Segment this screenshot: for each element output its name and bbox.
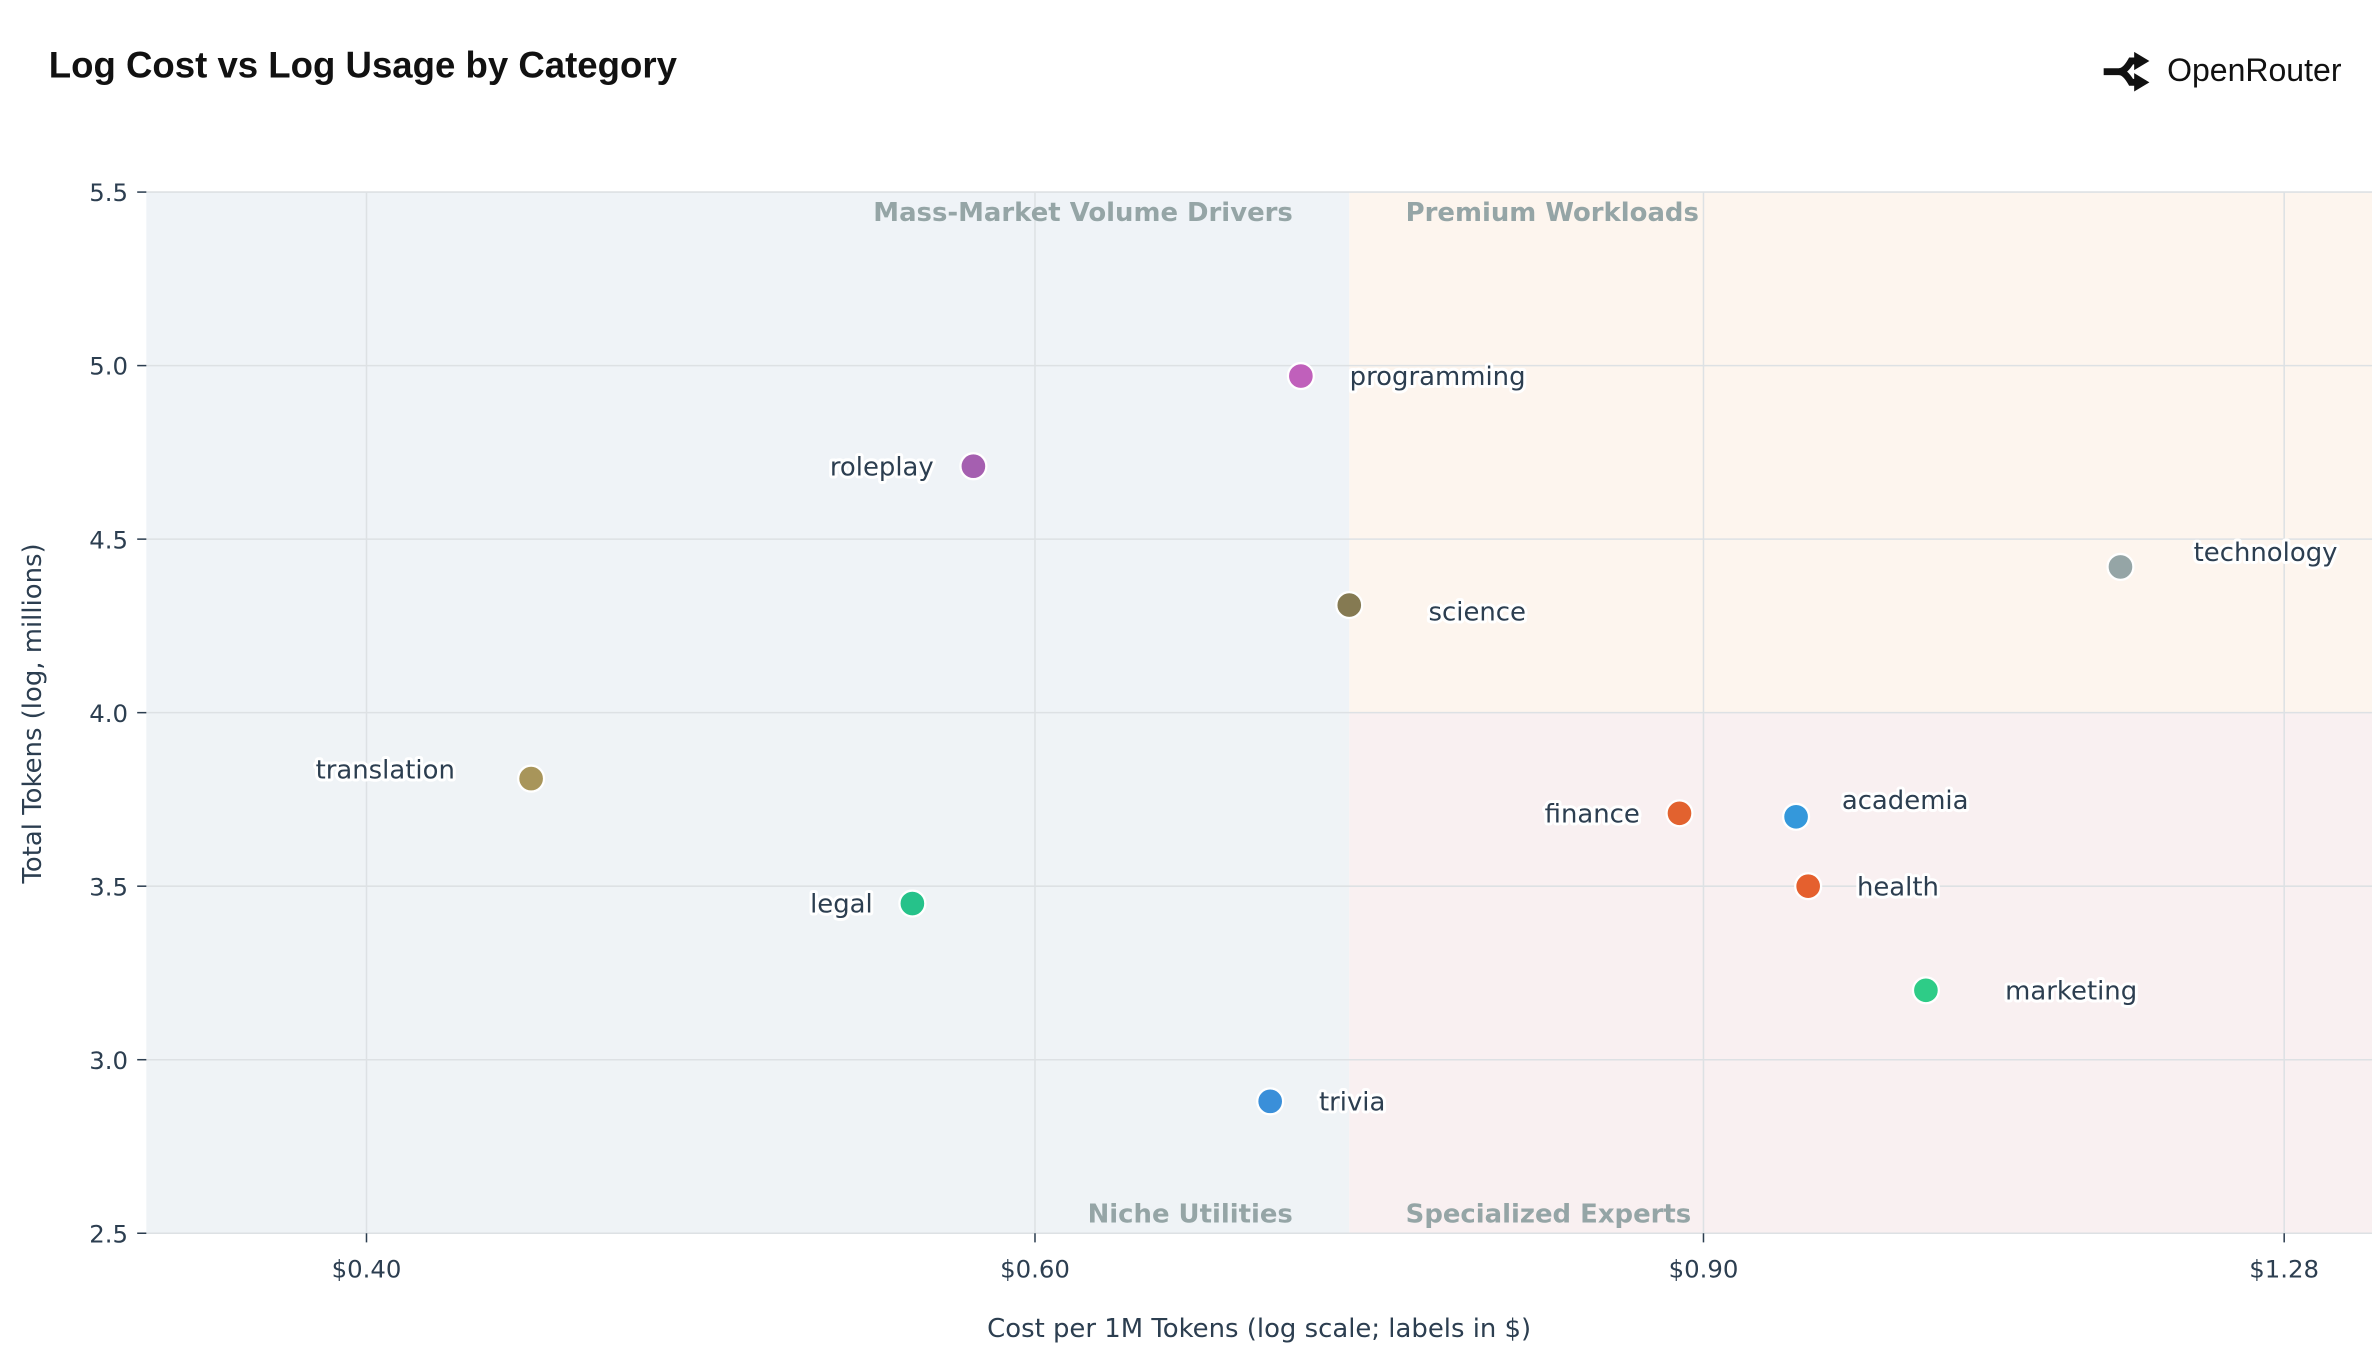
data-label-finance: finance	[1545, 799, 1640, 829]
data-point-legal	[898, 889, 927, 918]
quadrant-label: Niche Utilities	[1088, 1200, 1293, 1230]
data-label-programming: programming	[1350, 362, 1526, 392]
data-point-translation	[517, 764, 546, 793]
data-point-science	[1335, 590, 1364, 620]
quadrant-bottom-left	[146, 712, 1350, 1234]
y-tick-label: 4.5	[89, 525, 128, 554]
quadrant-label: Premium Workloads	[1406, 198, 1699, 228]
quadrant-bottom-right	[1349, 712, 2372, 1234]
y-tick-label: 5.0	[89, 352, 128, 381]
data-label-health: health	[1857, 872, 1939, 902]
y-axis-label: Total Tokens (log, millions)	[18, 543, 48, 884]
y-tick-label: 4.0	[89, 699, 128, 728]
data-point-marketing	[1911, 976, 1941, 1005]
quadrant-label: Mass-Market Volume Drivers	[873, 198, 1293, 228]
y-tick-label: 3.5	[89, 872, 128, 901]
brand-name: OpenRouter	[2167, 53, 2342, 89]
x-axis-label: Cost per 1M Tokens (log scale; labels in…	[987, 1314, 1531, 1344]
quadrant-top-left	[146, 192, 1350, 713]
x-tick-label: $0.40	[332, 1254, 402, 1283]
data-point-health	[1794, 872, 1823, 901]
quadrant-label: Specialized Experts	[1406, 1200, 1692, 1230]
data-point-roleplay	[959, 452, 988, 481]
data-label-marketing: marketing	[2005, 976, 2137, 1006]
y-tick-label: 5.5	[89, 178, 128, 207]
data-point-trivia	[1256, 1087, 1285, 1116]
openrouter-logo-icon	[2103, 51, 2149, 92]
data-label-science: science	[1429, 597, 1526, 627]
data-point-finance	[1665, 799, 1694, 828]
data-point-academia	[1781, 802, 1811, 831]
data-label-trivia: trivia	[1319, 1088, 1385, 1118]
data-point-programming	[1286, 361, 1315, 391]
x-tick-label: $1.28	[2249, 1254, 2319, 1283]
data-label-academia: academia	[1842, 786, 1969, 816]
data-label-technology: technology	[2194, 538, 2338, 568]
data-label-roleplay: roleplay	[830, 452, 934, 482]
x-tick-label: $0.60	[1000, 1254, 1070, 1283]
chart-title: Log Cost vs Log Usage by Category	[48, 45, 677, 87]
y-tick-label: 3.0	[89, 1046, 128, 1075]
x-tick-label: $0.90	[1669, 1254, 1739, 1283]
quadrant-top-right	[1349, 192, 2372, 713]
data-label-legal: legal	[810, 890, 873, 920]
data-point-technology	[2106, 552, 2135, 581]
data-label-translation: translation	[316, 756, 455, 786]
brand: OpenRouter	[2100, 51, 2342, 92]
y-tick-label: 2.5	[89, 1219, 128, 1248]
